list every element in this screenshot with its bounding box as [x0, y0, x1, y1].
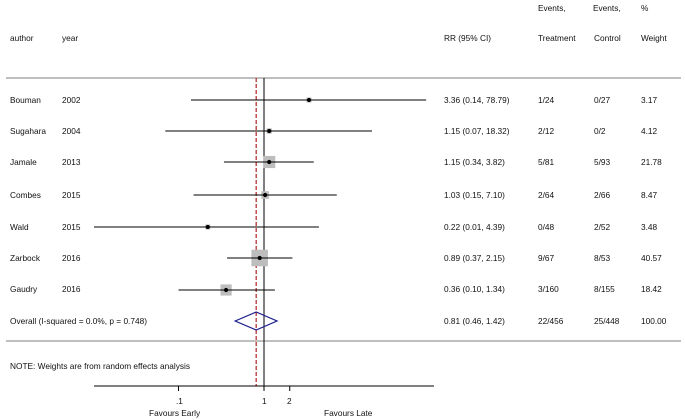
- x-tick-label: .1: [176, 396, 183, 406]
- x-tick-label: 2: [287, 396, 292, 406]
- overall-treatment: 22/456: [538, 316, 564, 326]
- header-events-control-line1: Events,: [593, 3, 621, 13]
- header-events-treatment-line2: Treatment: [538, 33, 576, 43]
- row-rr: 0.22 (0.01, 4.39): [444, 222, 505, 232]
- row-treatment: 0/48: [538, 222, 555, 232]
- row-rr: 1.15 (0.07, 18.32): [444, 126, 510, 136]
- row-author: Jamale: [10, 157, 37, 167]
- x-tick-label: 1: [262, 396, 267, 406]
- row-author: Combes: [10, 190, 41, 200]
- row-weight: 3.48: [641, 222, 658, 232]
- overall-weight: 100.00: [641, 316, 667, 326]
- header-weight-line1: %: [641, 3, 649, 13]
- point-estimate: [205, 224, 210, 230]
- header-events-control-line2: Control: [594, 33, 621, 43]
- header-author: author: [10, 33, 34, 43]
- header-rr: RR (95% CI): [444, 33, 492, 43]
- weights-note: NOTE: Weights are from random effects an…: [10, 361, 190, 371]
- header-events-treatment-line1: Events,: [538, 3, 566, 13]
- row-control: 0/2: [594, 126, 606, 136]
- row-rr: 1.03 (0.15, 7.10): [444, 190, 505, 200]
- favours-early-label: Favours Early: [149, 408, 201, 418]
- row-rr: 0.36 (0.10, 1.34): [444, 284, 505, 294]
- row-weight: 40.57: [641, 253, 662, 263]
- row-author: Gaudry: [10, 284, 38, 294]
- row-control: 8/155: [594, 284, 615, 294]
- row-author: Sugahara: [10, 126, 46, 136]
- overall-label: Overall (I-squared = 0.0%, p = 0.748): [10, 316, 147, 326]
- row-treatment: 2/64: [538, 190, 555, 200]
- row-treatment: 1/24: [538, 95, 555, 105]
- row-year: 2016: [62, 284, 81, 294]
- row-control: 8/53: [594, 253, 611, 263]
- row-author: Zarbock: [10, 253, 40, 263]
- row-control: 0/27: [594, 95, 611, 105]
- row-rr: 1.15 (0.34, 3.82): [444, 157, 505, 167]
- row-weight: 18.42: [641, 284, 662, 294]
- point-estimate: [267, 159, 272, 165]
- row-author: Bouman: [10, 95, 41, 105]
- row-control: 2/66: [594, 190, 611, 200]
- row-control: 2/52: [594, 222, 611, 232]
- row-weight: 21.78: [641, 157, 662, 167]
- row-year: 2004: [62, 126, 81, 136]
- overall-diamond: [233, 311, 279, 331]
- row-author: Wald: [10, 222, 29, 232]
- favours-late-label: Favours Late: [324, 408, 373, 418]
- point-estimate: [223, 287, 229, 293]
- row-weight: 4.12: [641, 126, 658, 136]
- overall-rr: 0.81 (0.46, 1.42): [444, 316, 505, 326]
- row-treatment: 5/81: [538, 157, 555, 167]
- overall-control: 25/448: [594, 316, 620, 326]
- row-treatment: 9/67: [538, 253, 555, 263]
- point-estimate: [306, 97, 312, 103]
- row-treatment: 2/12: [538, 126, 555, 136]
- row-year: 2016: [62, 253, 81, 263]
- row-rr: 0.89 (0.37, 2.15): [444, 253, 505, 263]
- header-weight-line2: Weight: [641, 33, 667, 43]
- row-year: 2002: [62, 95, 81, 105]
- row-year: 2013: [62, 157, 81, 167]
- row-control: 5/93: [594, 157, 611, 167]
- point-estimate: [257, 255, 262, 261]
- point-estimate: [262, 192, 268, 198]
- row-year: 2015: [62, 190, 81, 200]
- point-estimate: [267, 128, 272, 134]
- row-treatment: 3/160: [538, 284, 559, 294]
- row-weight: 3.17: [641, 95, 658, 105]
- header-year: year: [62, 33, 79, 43]
- row-weight: 8.47: [641, 190, 658, 200]
- row-year: 2015: [62, 222, 81, 232]
- row-rr: 3.36 (0.14, 78.79): [444, 95, 510, 105]
